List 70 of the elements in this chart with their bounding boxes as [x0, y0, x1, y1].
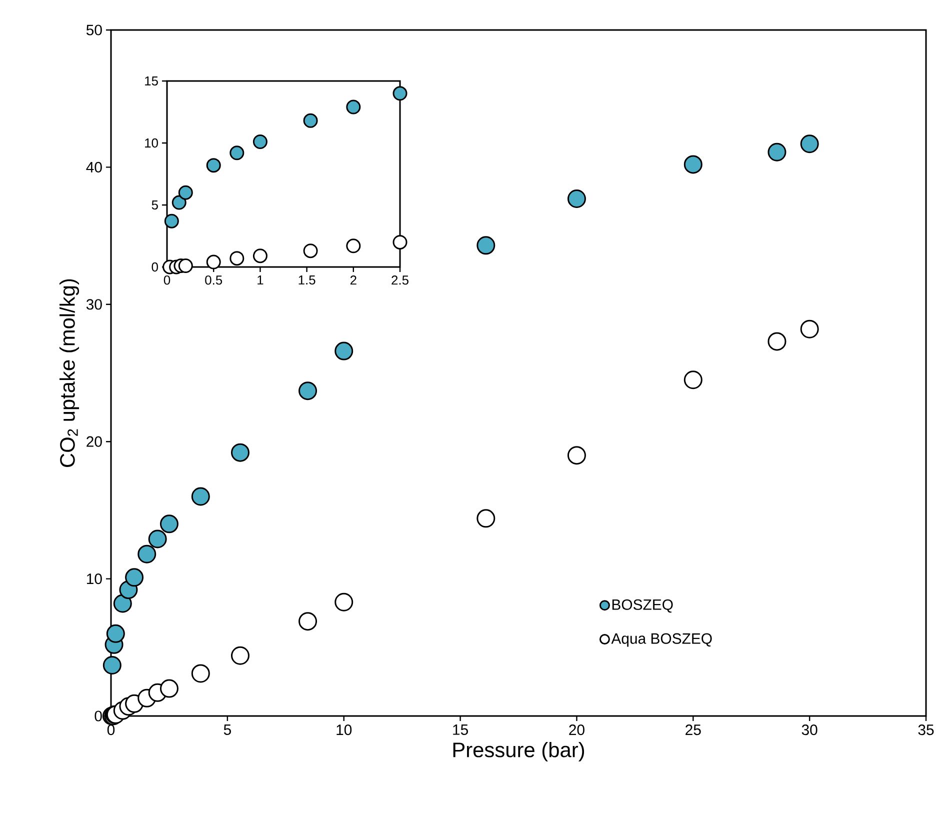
point	[684, 370, 702, 390]
point	[252, 134, 268, 150]
point	[303, 244, 318, 258]
y-tick-label: 15	[145, 76, 158, 86]
point	[106, 624, 125, 643]
point	[230, 146, 244, 160]
y-tick-label: 5	[152, 200, 158, 210]
x-tick-label: 15	[453, 724, 468, 735]
x-tick-label: 2	[350, 276, 356, 285]
point	[298, 612, 318, 631]
point	[125, 568, 144, 587]
point	[160, 514, 178, 534]
y-tick-label: 50	[86, 24, 102, 36]
point	[191, 664, 210, 683]
y-tick-label: 30	[86, 299, 102, 310]
point	[303, 113, 318, 128]
y-tick-label: 20	[86, 436, 102, 447]
point	[138, 544, 156, 564]
point	[567, 446, 586, 465]
point	[476, 509, 496, 528]
y-tick-label: 0	[94, 710, 102, 722]
y-tick-label: 10	[145, 138, 158, 148]
point	[172, 195, 186, 210]
point	[160, 679, 178, 698]
point	[392, 86, 408, 101]
x-tick-label: 1	[258, 276, 264, 284]
point	[206, 158, 221, 173]
x-axis-title: Pressure (bar)	[453, 742, 584, 762]
point	[392, 234, 408, 250]
point	[178, 258, 193, 274]
x-tick-label: 1.5	[298, 276, 316, 285]
point	[800, 134, 819, 154]
y-tick-label: 10	[87, 574, 102, 584]
point	[768, 142, 786, 162]
x-tick-label: 0.5	[205, 276, 222, 285]
point	[113, 594, 132, 613]
point	[684, 155, 702, 174]
point	[230, 646, 250, 665]
x-tick-label: 25	[686, 724, 701, 736]
point	[191, 487, 210, 506]
point	[476, 236, 496, 255]
point	[346, 100, 361, 114]
point	[206, 254, 221, 270]
x-tick-label: 0	[107, 724, 115, 736]
point	[252, 248, 268, 264]
x-tick-label: 5	[224, 724, 231, 735]
point	[346, 238, 361, 254]
legend-label: BOSZEQ	[612, 599, 673, 613]
x-tick-label: 30	[802, 724, 818, 736]
x-tick-label: 0	[164, 276, 170, 285]
point	[230, 443, 250, 462]
point	[334, 592, 354, 612]
point	[230, 251, 244, 266]
y-tick-label: 40	[86, 162, 102, 172]
x-tick-label: 10	[336, 724, 352, 736]
x-tick-label: 35	[918, 724, 934, 736]
point	[164, 214, 179, 228]
point	[800, 320, 819, 338]
point	[178, 185, 193, 200]
legend-label: Aqua BOSZEQ	[611, 633, 712, 647]
y-tick-label: 0	[152, 262, 158, 272]
y-axis-title: CO$_{2}$ uptake (mol/kg)	[60, 279, 80, 467]
point	[334, 342, 354, 360]
point	[768, 332, 786, 351]
point	[567, 190, 586, 208]
point	[298, 382, 318, 400]
x-tick-label: 2.5	[392, 276, 408, 285]
point	[102, 656, 122, 674]
x-tick-label: 20	[569, 724, 584, 736]
point	[148, 530, 167, 548]
